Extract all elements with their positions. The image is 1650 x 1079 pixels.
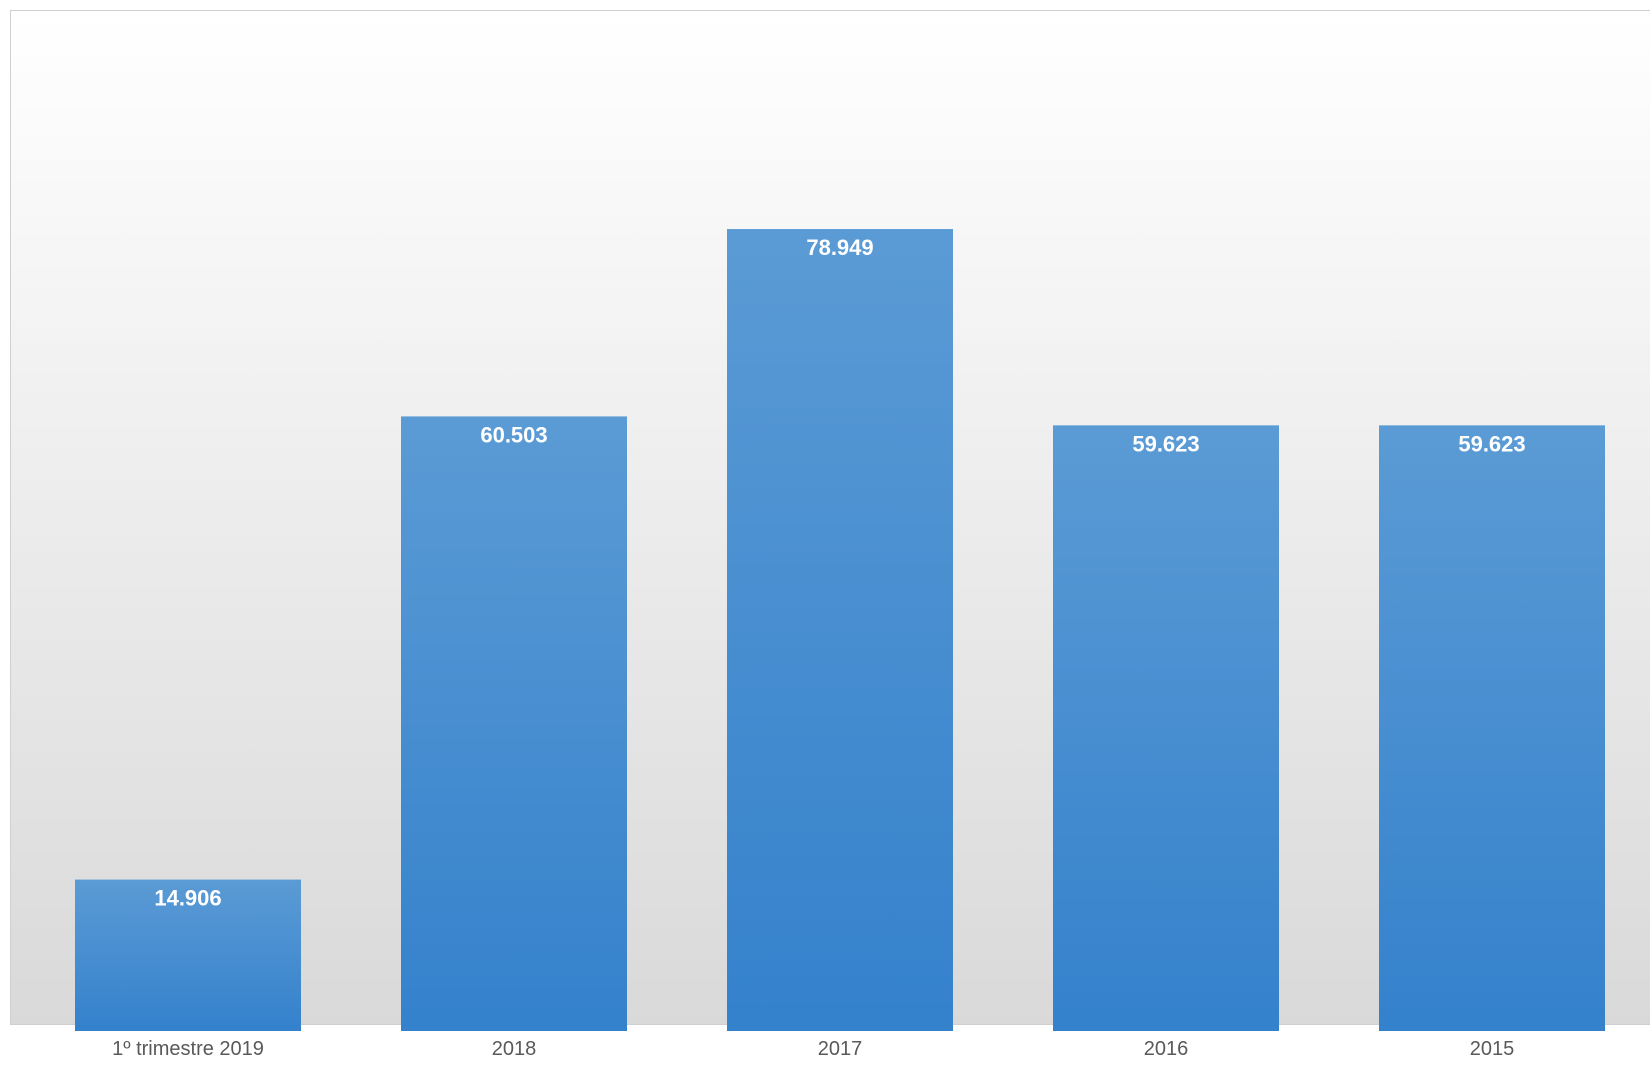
bar-3 [1053,425,1279,1031]
data-label-0: 14.906 [154,886,221,911]
bar-2 [727,229,953,1031]
x-tick-label-3: 2016 [1144,1038,1189,1060]
data-label-3: 59.623 [1132,431,1199,456]
bar-4 [1379,425,1605,1031]
x-tick-label-1: 2018 [492,1038,537,1060]
data-label-4: 59.623 [1458,431,1525,456]
x-tick-label-4: 2015 [1470,1038,1515,1060]
x-tick-label-2: 2017 [818,1038,863,1060]
data-labels-group: 14.906 60.503 78.949 59.623 59.623 [154,235,1525,911]
bar-0 [75,879,301,1031]
data-label-2: 78.949 [806,235,873,260]
x-axis-tick-labels: 1º trimestre 2019 2018 2017 2016 2015 [112,1038,1514,1060]
x-tick-label-0: 1º trimestre 2019 [112,1038,264,1060]
bars-group [75,229,1605,1032]
data-label-1: 60.503 [480,422,547,447]
bar-1 [401,416,627,1032]
